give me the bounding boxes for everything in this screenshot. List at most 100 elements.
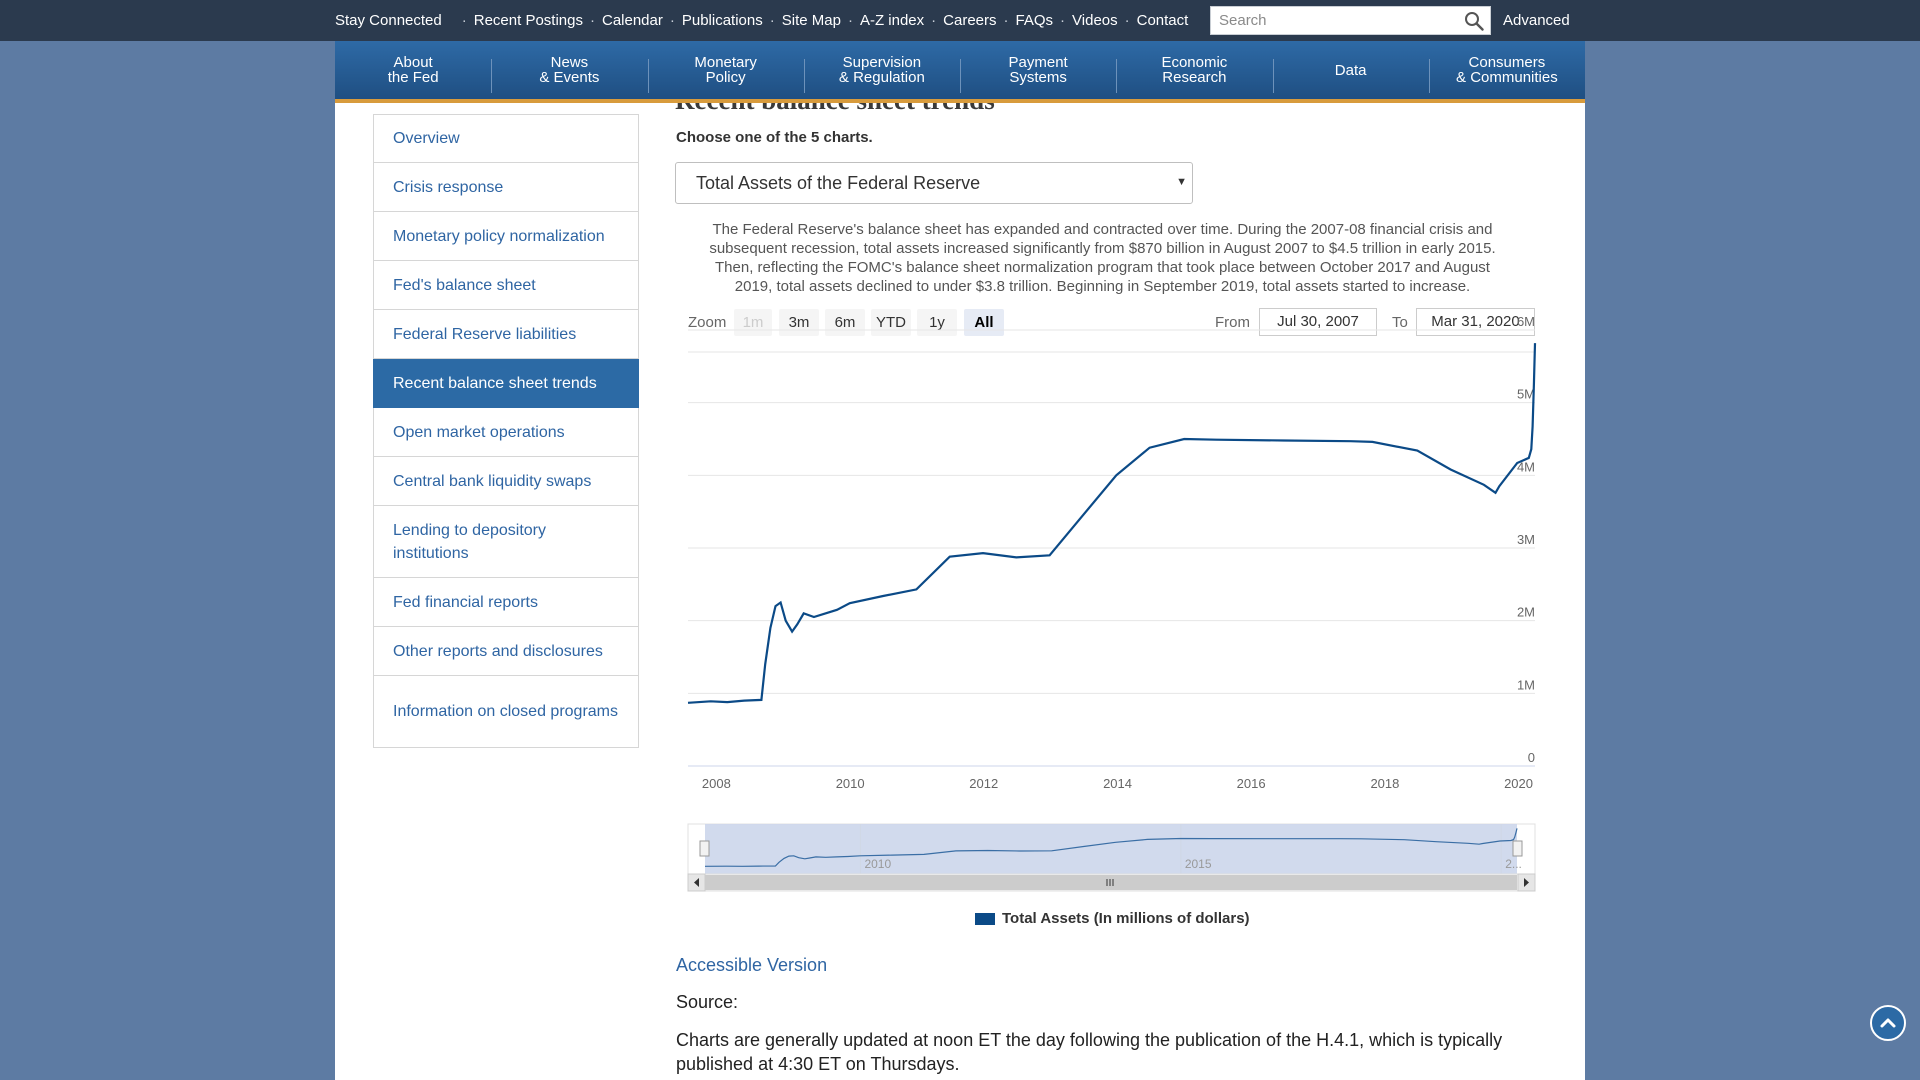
accessible-version-link[interactable]: Accessible Version [676, 955, 828, 975]
nav-payment-systems[interactable]: Payment Systems [960, 41, 1116, 99]
nav-consumers-communities[interactable]: Consumers & Communities [1428, 41, 1585, 99]
nav-news-events[interactable]: News & Events [491, 41, 647, 99]
separator-dot: · [1003, 12, 1009, 29]
scrollbar-grip-icon [1106, 879, 1114, 886]
source-label: Source: [676, 992, 739, 1012]
navigator-tick-label: 2... [1505, 857, 1522, 871]
a-z-index-link[interactable]: A-Z index [859, 12, 925, 29]
nav-data[interactable]: Data [1272, 41, 1429, 99]
faqs-link[interactable]: FAQs [1015, 12, 1054, 29]
separator-dot: · [669, 12, 675, 29]
nav-about-the-fed[interactable]: About the Fed [335, 41, 491, 99]
navigator-left-handle[interactable] [699, 840, 710, 857]
back-to-top-button[interactable] [1870, 1005, 1906, 1041]
sidebar-item-lending-to-depository-institutions[interactable]: Lending to depository institutions [373, 506, 639, 578]
nav-label-line2: Research [1162, 69, 1227, 86]
nav-label-line2: & Regulation [838, 69, 925, 86]
sidebar-item-monetary-policy-normalization[interactable]: Monetary policy normalization [373, 212, 639, 261]
nav-label-line2: Systems [1009, 69, 1067, 86]
zoom-1m-button[interactable]: 1m [734, 309, 772, 336]
navigator-ticks: 2010 2015 2... [859, 824, 1522, 874]
sidebar-item-other-reports-and-disclosures[interactable]: Other reports and disclosures [373, 627, 639, 676]
legend-swatch [975, 912, 995, 925]
publications-link[interactable]: Publications [681, 12, 763, 29]
choose-chart-label: Choose one of the 5 charts. [676, 129, 873, 146]
navigator-right-handle[interactable] [1512, 840, 1523, 857]
separator-dot: · [1060, 12, 1066, 29]
videos-link[interactable]: Videos [1072, 12, 1118, 29]
zoom-1y-button[interactable]: 1y [917, 309, 957, 336]
sidebar-item-federal-reserve-liabilities[interactable]: Federal Reserve liabilities [373, 310, 639, 359]
sidebar-item-feds-balance-sheet[interactable]: Fed's balance sheet [373, 261, 639, 310]
navigator-series-line [704, 828, 1518, 867]
x-tick-label: 2008 [702, 776, 731, 791]
x-tick-label: 2020 [1504, 776, 1533, 791]
sidebar-nav: Overview Crisis response Monetary policy… [373, 114, 639, 748]
from-date-input[interactable]: Jul 30, 2007 [1259, 308, 1377, 336]
y-tick-label: 2M [1517, 605, 1535, 620]
series-line-total-assets[interactable] [687, 343, 1537, 704]
sidebar-item-information-on-closed-programs[interactable]: Information on closed programs [373, 676, 639, 748]
nav-accent-bar [335, 99, 1585, 103]
zoom-6m-button[interactable]: 6m [825, 309, 865, 336]
search-icon[interactable] [1464, 11, 1484, 31]
y-tick-label: 6M [1517, 314, 1535, 329]
search-box [1210, 6, 1491, 35]
nav-label-line2: & Events [539, 69, 600, 86]
chart-select[interactable]: Total Assets of the Federal Reserve ▼ [675, 162, 1193, 204]
from-label: From [1215, 314, 1250, 331]
navigator-selection[interactable] [705, 824, 1517, 874]
arrow-right-icon [1524, 878, 1529, 887]
y-tick-label: 0 [1528, 750, 1535, 765]
site-map-link[interactable]: Site Map [781, 12, 841, 29]
chart-gridlines [688, 329, 1535, 694]
nav-label-line1: Economic [1161, 54, 1228, 71]
recent-postings-link[interactable]: Recent Postings [473, 12, 583, 29]
zoom-label: Zoom [688, 314, 727, 331]
to-date-input[interactable]: Mar 31, 2020 [1416, 308, 1535, 336]
nav-label-line2: the Fed [387, 69, 439, 86]
sidebar-item-crisis-response[interactable]: Crisis response [373, 163, 639, 212]
navigator-tick-label: 2010 [864, 857, 891, 871]
x-tick-label: 2016 [1237, 776, 1266, 791]
zoom-ytd-button[interactable]: YTD [871, 309, 911, 336]
chart-description: The Federal Reserve's balance sheet has … [709, 221, 1496, 295]
zoom-all-button[interactable]: All [964, 309, 1004, 336]
sidebar-item-recent-balance-sheet-trends[interactable]: Recent balance sheet trends [373, 359, 639, 408]
to-label: To [1392, 314, 1408, 331]
sidebar-item-central-bank-liquidity-swaps[interactable]: Central bank liquidity swaps [373, 457, 639, 506]
chart-legend-item[interactable]: Total Assets (In millions of dollars) [975, 910, 1250, 927]
stay-connected-link[interactable]: Stay Connected [335, 12, 442, 29]
sidebar-item-overview[interactable]: Overview [373, 114, 639, 163]
nav-economic-research[interactable]: Economic Research [1116, 41, 1272, 99]
separator-dot: · [1124, 12, 1130, 29]
x-tick-label: 2014 [1103, 776, 1132, 791]
careers-link[interactable]: Careers [943, 12, 997, 29]
search-input[interactable] [1211, 7, 1467, 34]
advanced-search-link[interactable]: Advanced [1503, 12, 1570, 29]
separator-dot: · [461, 12, 467, 29]
x-tick-label: 2010 [836, 776, 865, 791]
nav-label-line1: About [393, 54, 433, 71]
scrollbar-thumb[interactable] [705, 875, 1517, 890]
calendar-link[interactable]: Calendar [601, 12, 663, 29]
caret-down-icon: ▼ [1176, 176, 1187, 188]
y-tick-label: 5M [1517, 387, 1535, 402]
contact-link[interactable]: Contact [1136, 12, 1189, 29]
nav-monetary-policy[interactable]: Monetary Policy [647, 41, 804, 99]
nav-supervision-regulation[interactable]: Supervision & Regulation [803, 41, 960, 99]
nav-label-line1: News [550, 54, 589, 71]
navigator-tick-label: 2015 [1185, 857, 1212, 871]
separator-dot: · [931, 12, 937, 29]
nav-label-line1: Data [1334, 61, 1367, 79]
separator-dot: · [769, 12, 775, 29]
page-title: Recent balance sheet trends [675, 103, 995, 116]
x-tick-label: 2018 [1370, 776, 1399, 791]
content-area: Recent balance sheet trends Overview Cri… [335, 103, 1585, 1080]
chart-select-value: Total Assets of the Federal Reserve [696, 172, 981, 193]
zoom-3m-button[interactable]: 3m [779, 309, 819, 336]
update-footnote: Charts are generally updated at noon ET … [676, 1030, 1503, 1074]
sidebar-item-fed-financial-reports[interactable]: Fed financial reports [373, 578, 639, 627]
sidebar-item-open-market-operations[interactable]: Open market operations [373, 408, 639, 457]
nav-label-line2: & Communities [1456, 69, 1558, 86]
